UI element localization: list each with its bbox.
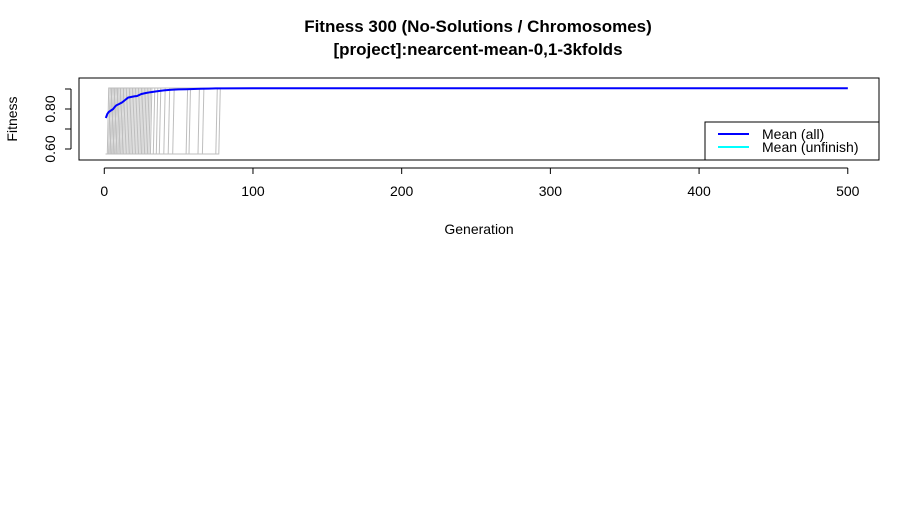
y-axis-label: Fitness xyxy=(4,96,20,141)
series-group xyxy=(104,87,848,119)
chart-title: Fitness 300 (No-Solutions / Chromosomes) xyxy=(304,17,652,36)
chart-subtitle: [project]:nearcent-mean-0,1-3kfolds xyxy=(333,40,623,59)
legend-label: Mean (all) xyxy=(762,126,824,142)
x-tick-label: 100 xyxy=(241,183,265,199)
x-tick-label: 500 xyxy=(836,183,860,199)
x-tick-label: 200 xyxy=(390,183,414,199)
y-axis: 0.60 0.80 xyxy=(42,88,72,163)
y-tick-label: 0.80 xyxy=(42,95,58,122)
series-line-mean-all xyxy=(104,87,848,119)
x-tick-label: 400 xyxy=(687,183,711,199)
legend-label: Mean (unfinish) xyxy=(762,139,859,155)
legend: Mean (all)Mean (unfinish) xyxy=(704,121,880,161)
plot-frame xyxy=(78,77,880,161)
y-tick-label: 0.60 xyxy=(42,135,58,162)
x-axis: 0 100 200 300 400 500 xyxy=(100,167,860,199)
x-tick-label: 0 xyxy=(100,183,108,199)
x-tick-label: 300 xyxy=(539,183,563,199)
legend-box xyxy=(704,121,880,161)
x-axis-label: Generation xyxy=(444,221,513,237)
